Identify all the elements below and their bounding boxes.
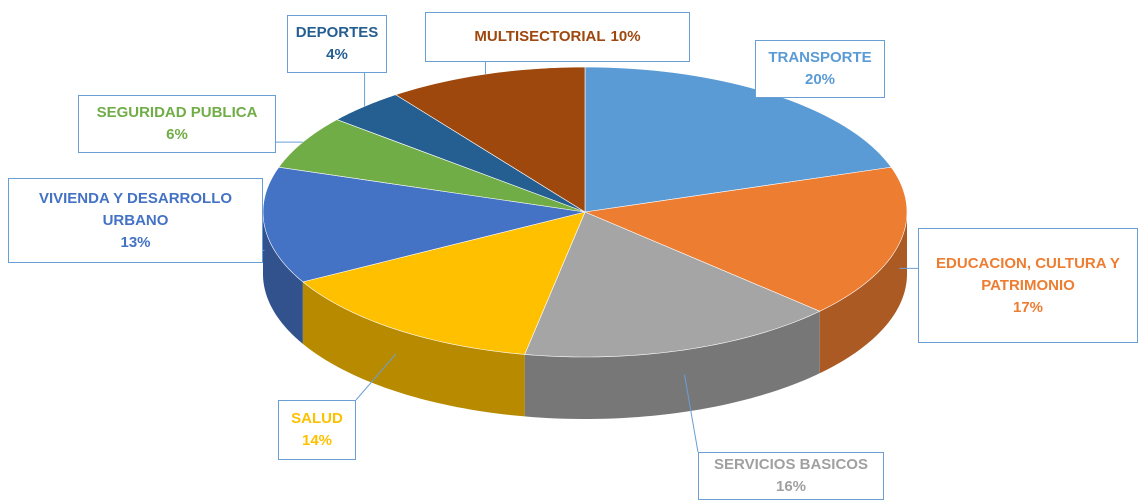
label-name: VIVIENDA Y DESARROLLO URBANO [38, 189, 233, 229]
leader-line [684, 374, 699, 453]
label-value: 20% [804, 71, 836, 88]
label-value: 13% [120, 233, 151, 251]
slice-side [524, 311, 820, 419]
label-value: 6% [166, 126, 188, 143]
slice [336, 94, 586, 213]
label-name: TRANSPORTE [768, 49, 872, 66]
label-name: EDUCACION, CULTURA Y PATRIMONIO [936, 254, 1120, 294]
data-label: DEPORTES 4% [287, 15, 387, 73]
data-label: VIVIENDA Y DESARROLLO URBANO 13% [8, 178, 263, 263]
label-value: 14% [301, 432, 333, 449]
data-label: SALUD 14% [278, 400, 356, 460]
data-label: EDUCACION, CULTURA Y PATRIMONIO 17% [918, 228, 1138, 343]
label-name: MULTISECTORIAL [474, 28, 606, 45]
leader-line [355, 353, 397, 401]
slice [524, 211, 821, 358]
label-name: DEPORTES [295, 24, 379, 41]
slice-side [302, 281, 525, 417]
data-label: SEGURIDAD PUBLICA 6% [78, 95, 276, 153]
label-name: SERVICIOS BASICOS [714, 456, 868, 473]
label-value: 17% [1012, 298, 1044, 316]
slice [302, 211, 586, 355]
data-label: TRANSPORTE 20% [755, 40, 885, 98]
data-label: SERVICIOS BASICOS 16% [698, 452, 884, 500]
slice-side [263, 212, 303, 344]
slice [583, 166, 908, 312]
slice-side [819, 212, 907, 374]
label-value: 10% [610, 28, 641, 45]
label-name: SEGURIDAD PUBLICA [96, 104, 258, 121]
label-value: 16% [775, 478, 807, 495]
slice [262, 166, 586, 283]
label-name: SALUD [291, 410, 343, 427]
label-value: 4% [326, 46, 348, 63]
data-label: MULTISECTORIAL 10% [425, 12, 690, 62]
